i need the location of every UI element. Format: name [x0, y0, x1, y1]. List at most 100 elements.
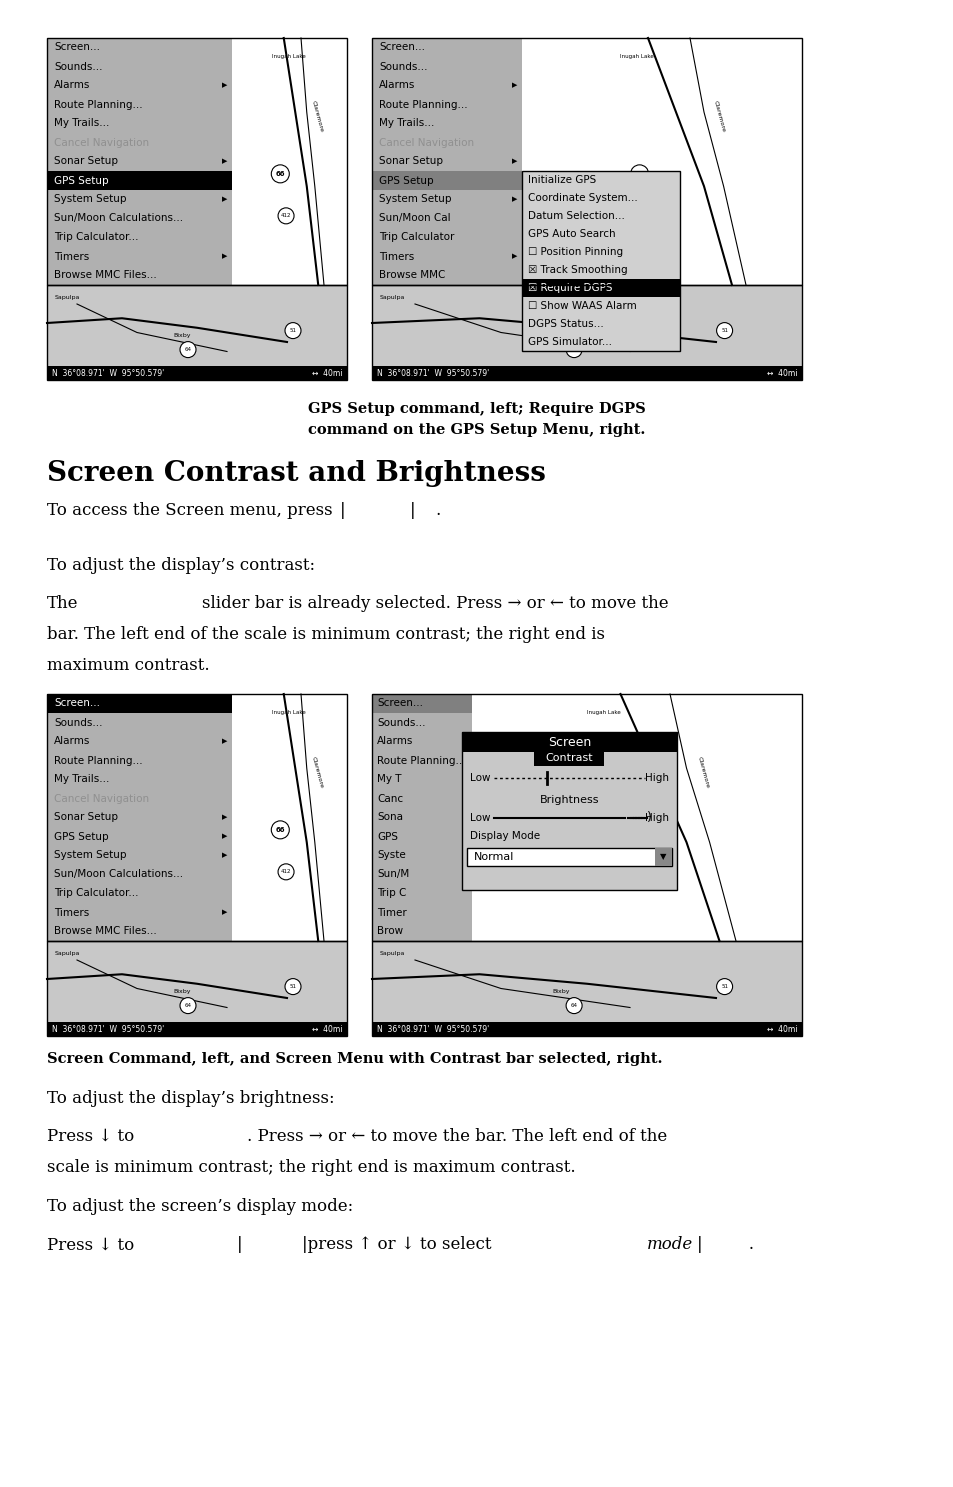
Bar — [521, 171, 679, 351]
Bar — [521, 280, 679, 297]
Bar — [47, 694, 232, 941]
Text: Alarms: Alarms — [54, 80, 91, 91]
Text: Browse MMC: Browse MMC — [378, 271, 445, 281]
Text: ↔  40mi: ↔ 40mi — [312, 1025, 342, 1033]
Bar — [232, 694, 347, 941]
Bar — [232, 39, 347, 286]
Text: Inugah Lake: Inugah Lake — [587, 709, 620, 715]
Text: ▼: ▼ — [659, 852, 665, 861]
Bar — [47, 694, 232, 712]
Bar — [372, 1022, 801, 1036]
Text: Sonar Setup: Sonar Setup — [54, 812, 118, 822]
Text: ▶: ▶ — [511, 82, 517, 89]
Bar — [521, 39, 801, 286]
Text: Browse MMC Files...: Browse MMC Files... — [54, 271, 156, 281]
Text: ▶: ▶ — [221, 159, 227, 165]
Text: Screen: Screen — [547, 736, 591, 748]
Text: slider bar is already selected. Press → or ← to move the: slider bar is already selected. Press → … — [202, 595, 668, 613]
Bar — [472, 694, 801, 941]
Text: Bixby: Bixby — [552, 333, 570, 338]
Text: System Setup: System Setup — [378, 195, 451, 205]
Circle shape — [565, 342, 581, 357]
Text: ↔  40mi: ↔ 40mi — [312, 369, 342, 378]
Text: 412: 412 — [280, 213, 291, 219]
Text: Canc: Canc — [376, 794, 403, 803]
Text: N  36°08.971'  W  95°50.579': N 36°08.971' W 95°50.579' — [52, 369, 164, 378]
Text: Sapulpa: Sapulpa — [55, 952, 80, 956]
Circle shape — [716, 323, 732, 339]
Text: Screen Contrast and Brightness: Screen Contrast and Brightness — [47, 459, 545, 488]
Text: . Press → or ← to move the bar. The left end of the: . Press → or ← to move the bar. The left… — [247, 1129, 666, 1145]
Text: 51: 51 — [289, 984, 296, 989]
Text: ▶: ▶ — [221, 834, 227, 840]
Text: High: High — [644, 813, 668, 822]
Bar — [47, 286, 347, 366]
Text: Claremore: Claremore — [696, 755, 709, 790]
Text: 51: 51 — [289, 329, 296, 333]
Text: N  36°08.971'  W  95°50.579': N 36°08.971' W 95°50.579' — [52, 1025, 164, 1033]
Text: ↔  40mi: ↔ 40mi — [766, 1025, 797, 1033]
Text: .: . — [711, 1236, 753, 1254]
Circle shape — [285, 323, 301, 339]
Circle shape — [285, 978, 301, 995]
Text: Timer: Timer — [376, 907, 406, 917]
Text: Screen...: Screen... — [378, 43, 424, 52]
Text: Trip C: Trip C — [376, 889, 406, 898]
Bar — [47, 286, 347, 381]
Text: Screen Command, left, and Screen Menu with Contrast bar selected, right.: Screen Command, left, and Screen Menu wi… — [47, 1051, 661, 1066]
Text: System Setup: System Setup — [54, 195, 127, 205]
Text: Inugah Lake: Inugah Lake — [272, 709, 306, 715]
Text: 66: 66 — [275, 171, 285, 177]
Bar — [372, 286, 801, 381]
Text: Claremore: Claremore — [712, 100, 725, 132]
Text: System Setup: System Setup — [54, 851, 127, 861]
Bar — [47, 941, 347, 1022]
Text: GPS Setup: GPS Setup — [54, 175, 109, 186]
Text: Brow: Brow — [376, 926, 403, 937]
Text: Sun/Moon Calculations...: Sun/Moon Calculations... — [54, 870, 183, 879]
Bar — [461, 732, 677, 752]
Text: Trip Calculator...: Trip Calculator... — [54, 889, 138, 898]
Text: Brightness: Brightness — [539, 796, 598, 804]
Text: Route Planning...: Route Planning... — [378, 100, 467, 110]
Bar — [372, 39, 521, 286]
Text: ▶: ▶ — [221, 196, 227, 202]
Text: Route Planning...: Route Planning... — [54, 755, 143, 766]
Text: ▶: ▶ — [511, 159, 517, 165]
Text: Sona: Sona — [376, 812, 402, 822]
Circle shape — [601, 821, 618, 839]
Circle shape — [645, 208, 661, 225]
Text: N  36°08.971'  W  95°50.579': N 36°08.971' W 95°50.579' — [376, 1025, 489, 1033]
Text: mode: mode — [646, 1236, 693, 1254]
Text: GPS Auto Search: GPS Auto Search — [527, 229, 615, 239]
Text: GPS Setup: GPS Setup — [378, 175, 434, 186]
Circle shape — [630, 165, 648, 183]
Text: Sun/Moon Cal: Sun/Moon Cal — [378, 214, 450, 223]
Text: Low: Low — [470, 813, 490, 822]
Text: To adjust the screen’s display mode:: To adjust the screen’s display mode: — [47, 1199, 353, 1215]
Bar — [47, 941, 347, 1036]
Text: Sonar Setup: Sonar Setup — [378, 156, 442, 167]
Text: ▶: ▶ — [221, 739, 227, 745]
Text: Trip Calculator: Trip Calculator — [378, 232, 454, 242]
Text: 66: 66 — [605, 827, 615, 833]
Text: Cancel Navigation: Cancel Navigation — [378, 137, 474, 147]
Text: Sun/Moon Calculations...: Sun/Moon Calculations... — [54, 214, 183, 223]
Text: |: | — [339, 503, 345, 519]
Text: My Trails...: My Trails... — [378, 119, 434, 128]
Text: Timers: Timers — [378, 251, 414, 262]
Text: Initialize GPS: Initialize GPS — [527, 175, 596, 184]
Text: 64: 64 — [570, 1004, 577, 1008]
Text: Trip Calculator...: Trip Calculator... — [54, 232, 138, 242]
Bar — [461, 732, 677, 891]
Text: Alarms: Alarms — [378, 80, 415, 91]
Text: .: . — [435, 503, 439, 519]
Text: |: | — [410, 503, 416, 519]
Text: My T: My T — [376, 775, 401, 785]
Text: High: High — [644, 773, 668, 784]
Text: GPS Setup command, left; Require DGPS
command on the GPS Setup Menu, right.: GPS Setup command, left; Require DGPS co… — [308, 401, 645, 437]
Circle shape — [565, 998, 581, 1014]
Text: Cancel Navigation: Cancel Navigation — [54, 794, 149, 803]
Text: Syste: Syste — [376, 851, 405, 861]
Text: scale is minimum contrast; the right end is maximum contrast.: scale is minimum contrast; the right end… — [47, 1158, 575, 1176]
